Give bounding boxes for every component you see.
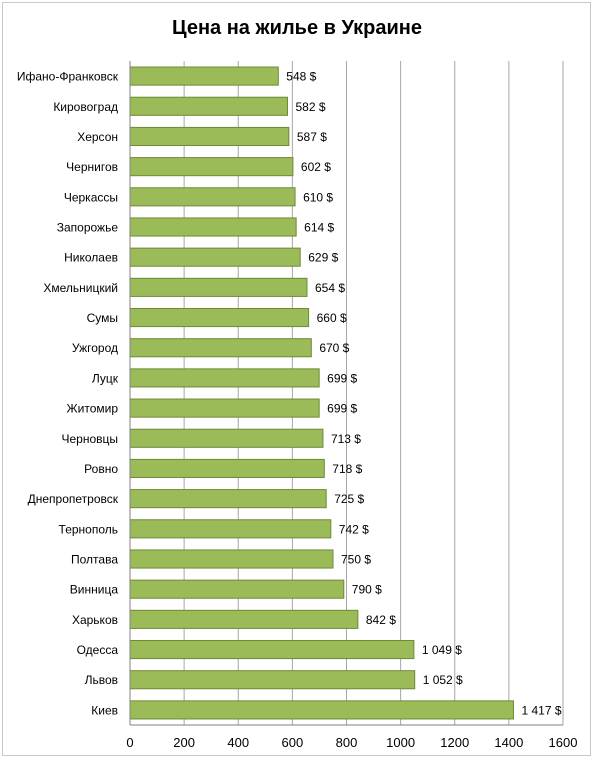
data-label: 750 $ [341,553,371,567]
data-label: 1 417 $ [521,703,561,717]
category-label: Ифано-Франковск [17,70,119,84]
data-label: 629 $ [308,251,338,265]
x-tick-label: 600 [282,735,304,750]
category-label: Киев [91,703,118,717]
data-label: 587 $ [297,130,327,144]
data-label: 582 $ [296,100,326,114]
x-tick-label: 800 [336,735,358,750]
category-label: Львов [85,673,118,687]
category-label: Чернигов [66,160,118,174]
data-label: 602 $ [301,160,331,174]
bar [129,670,416,690]
bar [129,489,327,509]
data-label: 699 $ [327,402,357,416]
category-label: Луцк [92,371,119,385]
bar [129,549,334,569]
data-label: 713 $ [331,432,361,446]
data-label: 725 $ [334,492,364,506]
category-label: Сумы [87,311,118,325]
category-label: Кировоград [53,100,118,114]
bar [129,187,296,207]
data-label: 1 052 $ [423,673,463,687]
bar [129,338,312,358]
bar [129,96,289,116]
data-label: 742 $ [339,522,369,536]
category-label: Ужгород [72,341,118,355]
bar [129,307,310,328]
x-tick-label: 1600 [549,735,578,750]
category-label: Одесса [77,643,119,657]
bar [129,579,345,599]
plot-area: 0 200 400 600 800 1000 1200 1400 1600 Ифано-Франк… [17,61,578,750]
category-label: Харьков [72,613,118,627]
category-label: Житомир [67,402,119,416]
bar [129,700,514,720]
bar [129,639,415,660]
chart-title: Цена на жилье в Украине [172,17,422,39]
x-tick-label: 400 [227,735,249,750]
category-label: Полтава [71,553,118,567]
data-label: 842 $ [366,613,396,627]
data-label: 699 $ [327,371,357,385]
data-label: 614 $ [304,221,334,235]
category-label: Хмельницкий [43,281,118,295]
data-label: 1 049 $ [422,643,462,657]
bar [129,609,359,629]
category-label: Тернополь [59,522,118,536]
bar [129,126,290,147]
bar [129,428,324,448]
category-label: Днепропетровск [28,492,119,506]
data-label: 548 $ [286,70,316,84]
bar [129,368,320,388]
x-tick-label: 200 [173,735,195,750]
bar [129,247,301,267]
category-label: Винница [70,583,119,597]
bar [129,277,308,297]
data-label: 610 $ [303,190,333,204]
x-tick-label: 1000 [386,735,415,750]
data-label: 654 $ [315,281,345,295]
data-label: 718 $ [332,462,362,476]
category-label: Николаев [64,251,118,265]
data-label: 670 $ [319,341,349,355]
bar [129,519,332,539]
x-tick-label: 1200 [440,735,469,750]
x-tick-label: 0 [126,735,133,750]
bar [129,66,279,86]
category-label: Запорожье [57,221,119,235]
bar [129,458,325,479]
bar [129,217,297,237]
category-label: Черновцы [61,432,118,446]
bar [129,398,320,418]
data-label: 660 $ [317,311,347,325]
category-label: Ровно [84,462,118,476]
data-label: 790 $ [352,583,382,597]
x-tick-label: 1400 [494,735,523,750]
category-label: Херсон [77,130,118,144]
category-label: Черкассы [64,190,118,204]
bar [129,157,294,177]
